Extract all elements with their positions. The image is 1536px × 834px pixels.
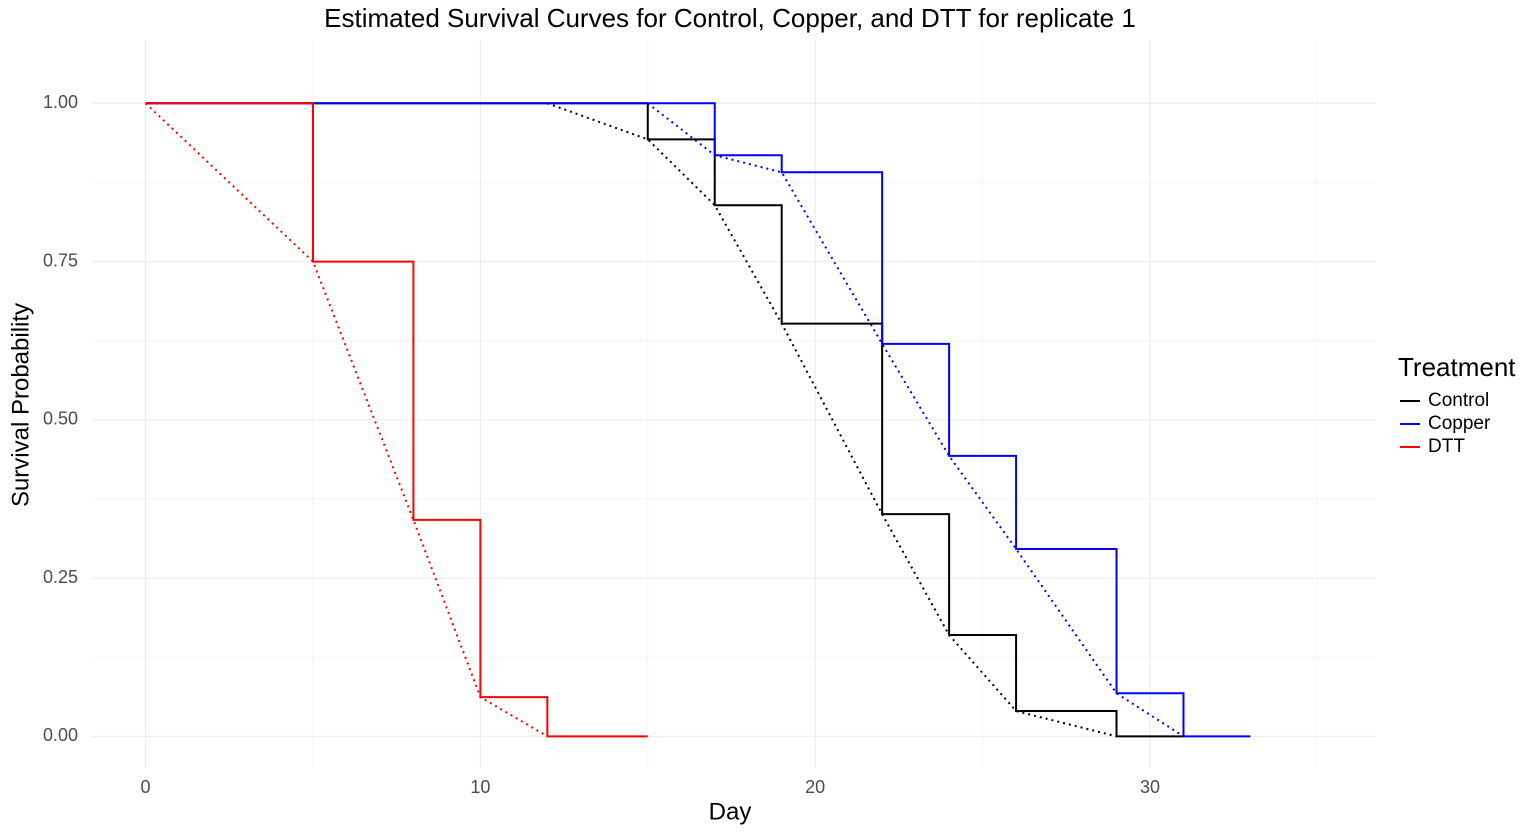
legend-label: DTT [1428, 436, 1465, 457]
y-tick-label: 0.00 [43, 725, 78, 745]
y-tick-label: 0.75 [43, 250, 78, 270]
fit-line [647, 102, 1185, 738]
survival-step-line [145, 102, 1184, 738]
fit-line [547, 102, 1117, 738]
survival-step-line [145, 102, 1251, 738]
y-tick-label: 0.50 [43, 409, 78, 429]
y-tick-label: 1.00 [43, 92, 78, 112]
legend-title: Treatment [1398, 352, 1516, 382]
legend-label: Control [1428, 390, 1489, 411]
x-tick-label: 30 [1140, 777, 1160, 797]
x-tick-label: 20 [805, 777, 825, 797]
x-tick-label: 0 [141, 777, 151, 797]
chart-title: Estimated Survival Curves for Control, C… [324, 3, 1136, 33]
legend-label: Copper [1428, 413, 1491, 434]
survival-step-line [145, 102, 648, 738]
y-tick-label: 0.25 [43, 567, 78, 587]
x-tick-label: 10 [470, 777, 490, 797]
x-axis-label: Day [709, 798, 752, 825]
y-axis-label: Survival Probability [7, 303, 34, 507]
